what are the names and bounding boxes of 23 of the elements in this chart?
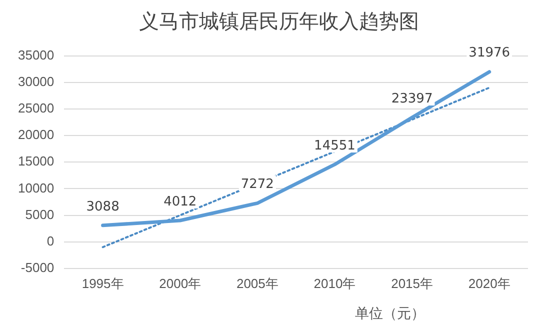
data-label: 23397: [391, 91, 433, 106]
chart-title: 义马市城镇居民历年收入趋势图: [138, 8, 420, 35]
y-tick-label: 25000: [18, 100, 54, 116]
y-tick-label: 20000: [18, 127, 54, 142]
x-tick-label: 2020年: [468, 276, 510, 291]
y-tick-label: 30000: [18, 74, 54, 89]
y-tick-label: 5000: [25, 206, 54, 222]
text: 单位（元）: [355, 305, 425, 323]
x-tick-label: 1995年: [82, 276, 124, 291]
data-label: 3088: [86, 199, 120, 214]
x-tick-label: 2005年: [236, 276, 278, 291]
y-tick-label: 35000: [18, 47, 54, 62]
data-label: 31976: [468, 46, 510, 61]
x-tick-label: 2000年: [159, 276, 202, 291]
y-tick-label: 15000: [18, 154, 54, 169]
data-label: 4012: [164, 194, 197, 210]
y-tick-label: 10000: [18, 180, 54, 196]
data-label: 14551: [314, 138, 356, 154]
x-tick-label: 2010年: [314, 276, 356, 291]
x-tick-label: 2015年: [391, 276, 433, 291]
data-label: 7272: [240, 177, 274, 192]
y-tick-label: 0: [46, 233, 54, 248]
y-tick-label: -5000: [20, 260, 54, 275]
